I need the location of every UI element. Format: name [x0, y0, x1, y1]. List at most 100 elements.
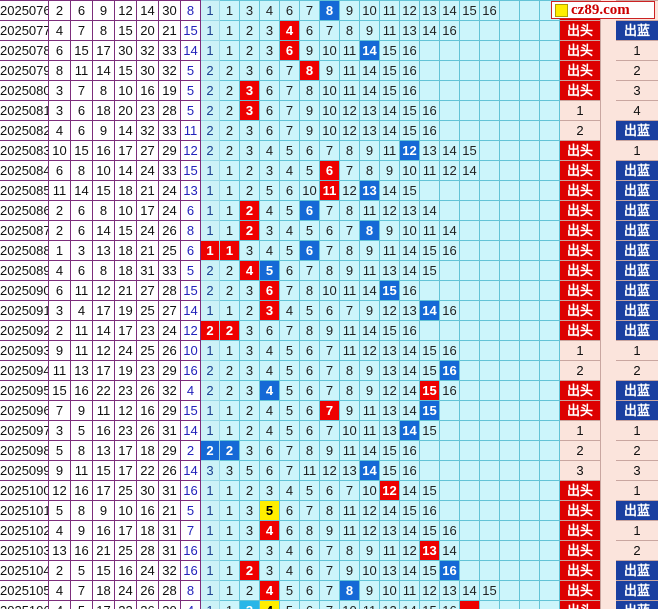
grid-cell-empty [499, 360, 520, 381]
grid-cell: 2 [239, 560, 260, 581]
head-digit: 2 [200, 380, 220, 401]
grid-cell-empty [439, 40, 460, 61]
grid-cell: 14 [359, 440, 380, 461]
grid-cell: 9 [359, 540, 380, 561]
grid-cell-empty [539, 100, 560, 121]
grid-cell: 5 [239, 460, 260, 481]
grid-cell-empty [479, 20, 500, 41]
grid-cell-empty [519, 460, 540, 481]
grid-cell: 14 [399, 520, 420, 541]
grid-cell: 16 [439, 20, 460, 41]
grid-cell-empty [499, 520, 520, 541]
table-row: 2025093 9 11 12 24 25 26 10 1 1 3 4 5 6 7 11 12 13 14 15 16 1… [0, 340, 658, 361]
grid-cell: 11 [379, 20, 400, 41]
grid-cell-empty [479, 280, 500, 301]
head-digit: 1 [200, 160, 220, 181]
grid-cell: 3 [239, 500, 260, 521]
red-ball: 17 [114, 440, 137, 461]
red-ball: 19 [158, 80, 181, 101]
grid-cell: 3 [239, 80, 260, 101]
red-ball: 32 [158, 60, 181, 81]
grid-cell: 14 [399, 600, 420, 609]
grid-cell: 12 [379, 600, 400, 609]
grid-cell: 7 [319, 340, 340, 361]
red-ball: 26 [136, 380, 159, 401]
grid-cell-empty [519, 300, 540, 321]
spacer-column [600, 20, 616, 41]
head-digit: 2 [200, 60, 220, 81]
grid-cell: 2 [219, 100, 240, 121]
table-row: 2025097 3 5 16 23 26 31 14 1 1 2 4 5 6 7 10 11 13 14 15 1 1 [0, 420, 658, 441]
grid-cell: 9 [359, 580, 380, 601]
grid-cell: 7 [279, 460, 300, 481]
issue-number: 2025093 [0, 340, 49, 361]
grid-cell: 9 [319, 520, 340, 541]
grid-cell: 4 [279, 160, 300, 181]
grid-cell: 7 [319, 420, 340, 441]
grid-cell-empty [459, 440, 480, 461]
grid-cell-empty [519, 220, 540, 241]
red-ball: 20 [114, 100, 137, 121]
status-head-column: 出头 [559, 500, 601, 521]
red-ball: 13 [92, 440, 115, 461]
red-ball: 17 [92, 300, 115, 321]
grid-cell-empty [419, 40, 440, 61]
red-ball: 16 [70, 480, 93, 501]
grid-cell: 16 [439, 560, 460, 581]
grid-cell: 13 [419, 140, 440, 161]
red-ball: 14 [114, 120, 137, 141]
grid-cell: 6 [279, 520, 300, 541]
red-ball: 12 [114, 400, 137, 421]
grid-cell: 2 [239, 160, 260, 181]
site-logo[interactable]: cz89.com [551, 1, 655, 19]
grid-cell: 15 [379, 440, 400, 461]
grid-cell: 6 [299, 340, 320, 361]
grid-cell-empty [499, 300, 520, 321]
grid-cell-empty [459, 360, 480, 381]
grid-cell: 10 [399, 220, 420, 241]
grid-cell: 9 [339, 400, 360, 421]
grid-cell-empty [459, 540, 480, 561]
grid-cell: 3 [239, 100, 260, 121]
spacer-column [600, 460, 616, 481]
issue-number: 2025081 [0, 100, 49, 121]
grid-cell: 15 [399, 120, 420, 141]
grid-cell: 15 [419, 520, 440, 541]
spacer-column [600, 500, 616, 521]
red-ball: 29 [158, 400, 181, 421]
grid-cell: 5 [279, 240, 300, 261]
grid-cell: 15 [379, 80, 400, 101]
grid-cell: 13 [359, 100, 380, 121]
grid-cell-empty [439, 200, 460, 221]
grid-cell: 7 [319, 540, 340, 561]
blue-ball: 8 [180, 580, 201, 601]
grid-cell: 10 [319, 280, 340, 301]
grid-cell: 16 [399, 320, 420, 341]
red-ball: 18 [136, 440, 159, 461]
grid-cell-empty [499, 600, 520, 609]
grid-cell: 15 [419, 240, 440, 261]
grid-cell-empty [499, 0, 520, 21]
red-ball: 5 [70, 420, 93, 441]
blue-ball: 16 [180, 480, 201, 501]
grid-cell-empty [539, 280, 560, 301]
grid-cell: 10 [359, 560, 380, 581]
grid-cell-empty [479, 140, 500, 161]
red-ball: 12 [48, 480, 71, 501]
status-blue-column: 出蓝 [615, 300, 658, 321]
grid-cell-empty [479, 540, 500, 561]
head-digit: 1 [200, 400, 220, 421]
status-blue-column: 出蓝 [615, 220, 658, 241]
grid-cell: 6 [279, 0, 300, 21]
grid-cell: 11 [359, 260, 380, 281]
table-row: 2025085 11 14 15 18 21 24 13 1 1 2 5 6 10 11 12 13 14 15 出头… [0, 180, 658, 201]
grid-cell: 3 [239, 0, 260, 21]
red-ball: 31 [158, 520, 181, 541]
grid-cell: 7 [339, 160, 360, 181]
grid-cell-empty [439, 500, 460, 521]
grid-cell: 5 [279, 400, 300, 421]
head-digit: 1 [200, 600, 220, 609]
grid-cell: 5 [259, 500, 280, 521]
red-ball: 25 [136, 340, 159, 361]
grid-cell: 5 [279, 600, 300, 609]
